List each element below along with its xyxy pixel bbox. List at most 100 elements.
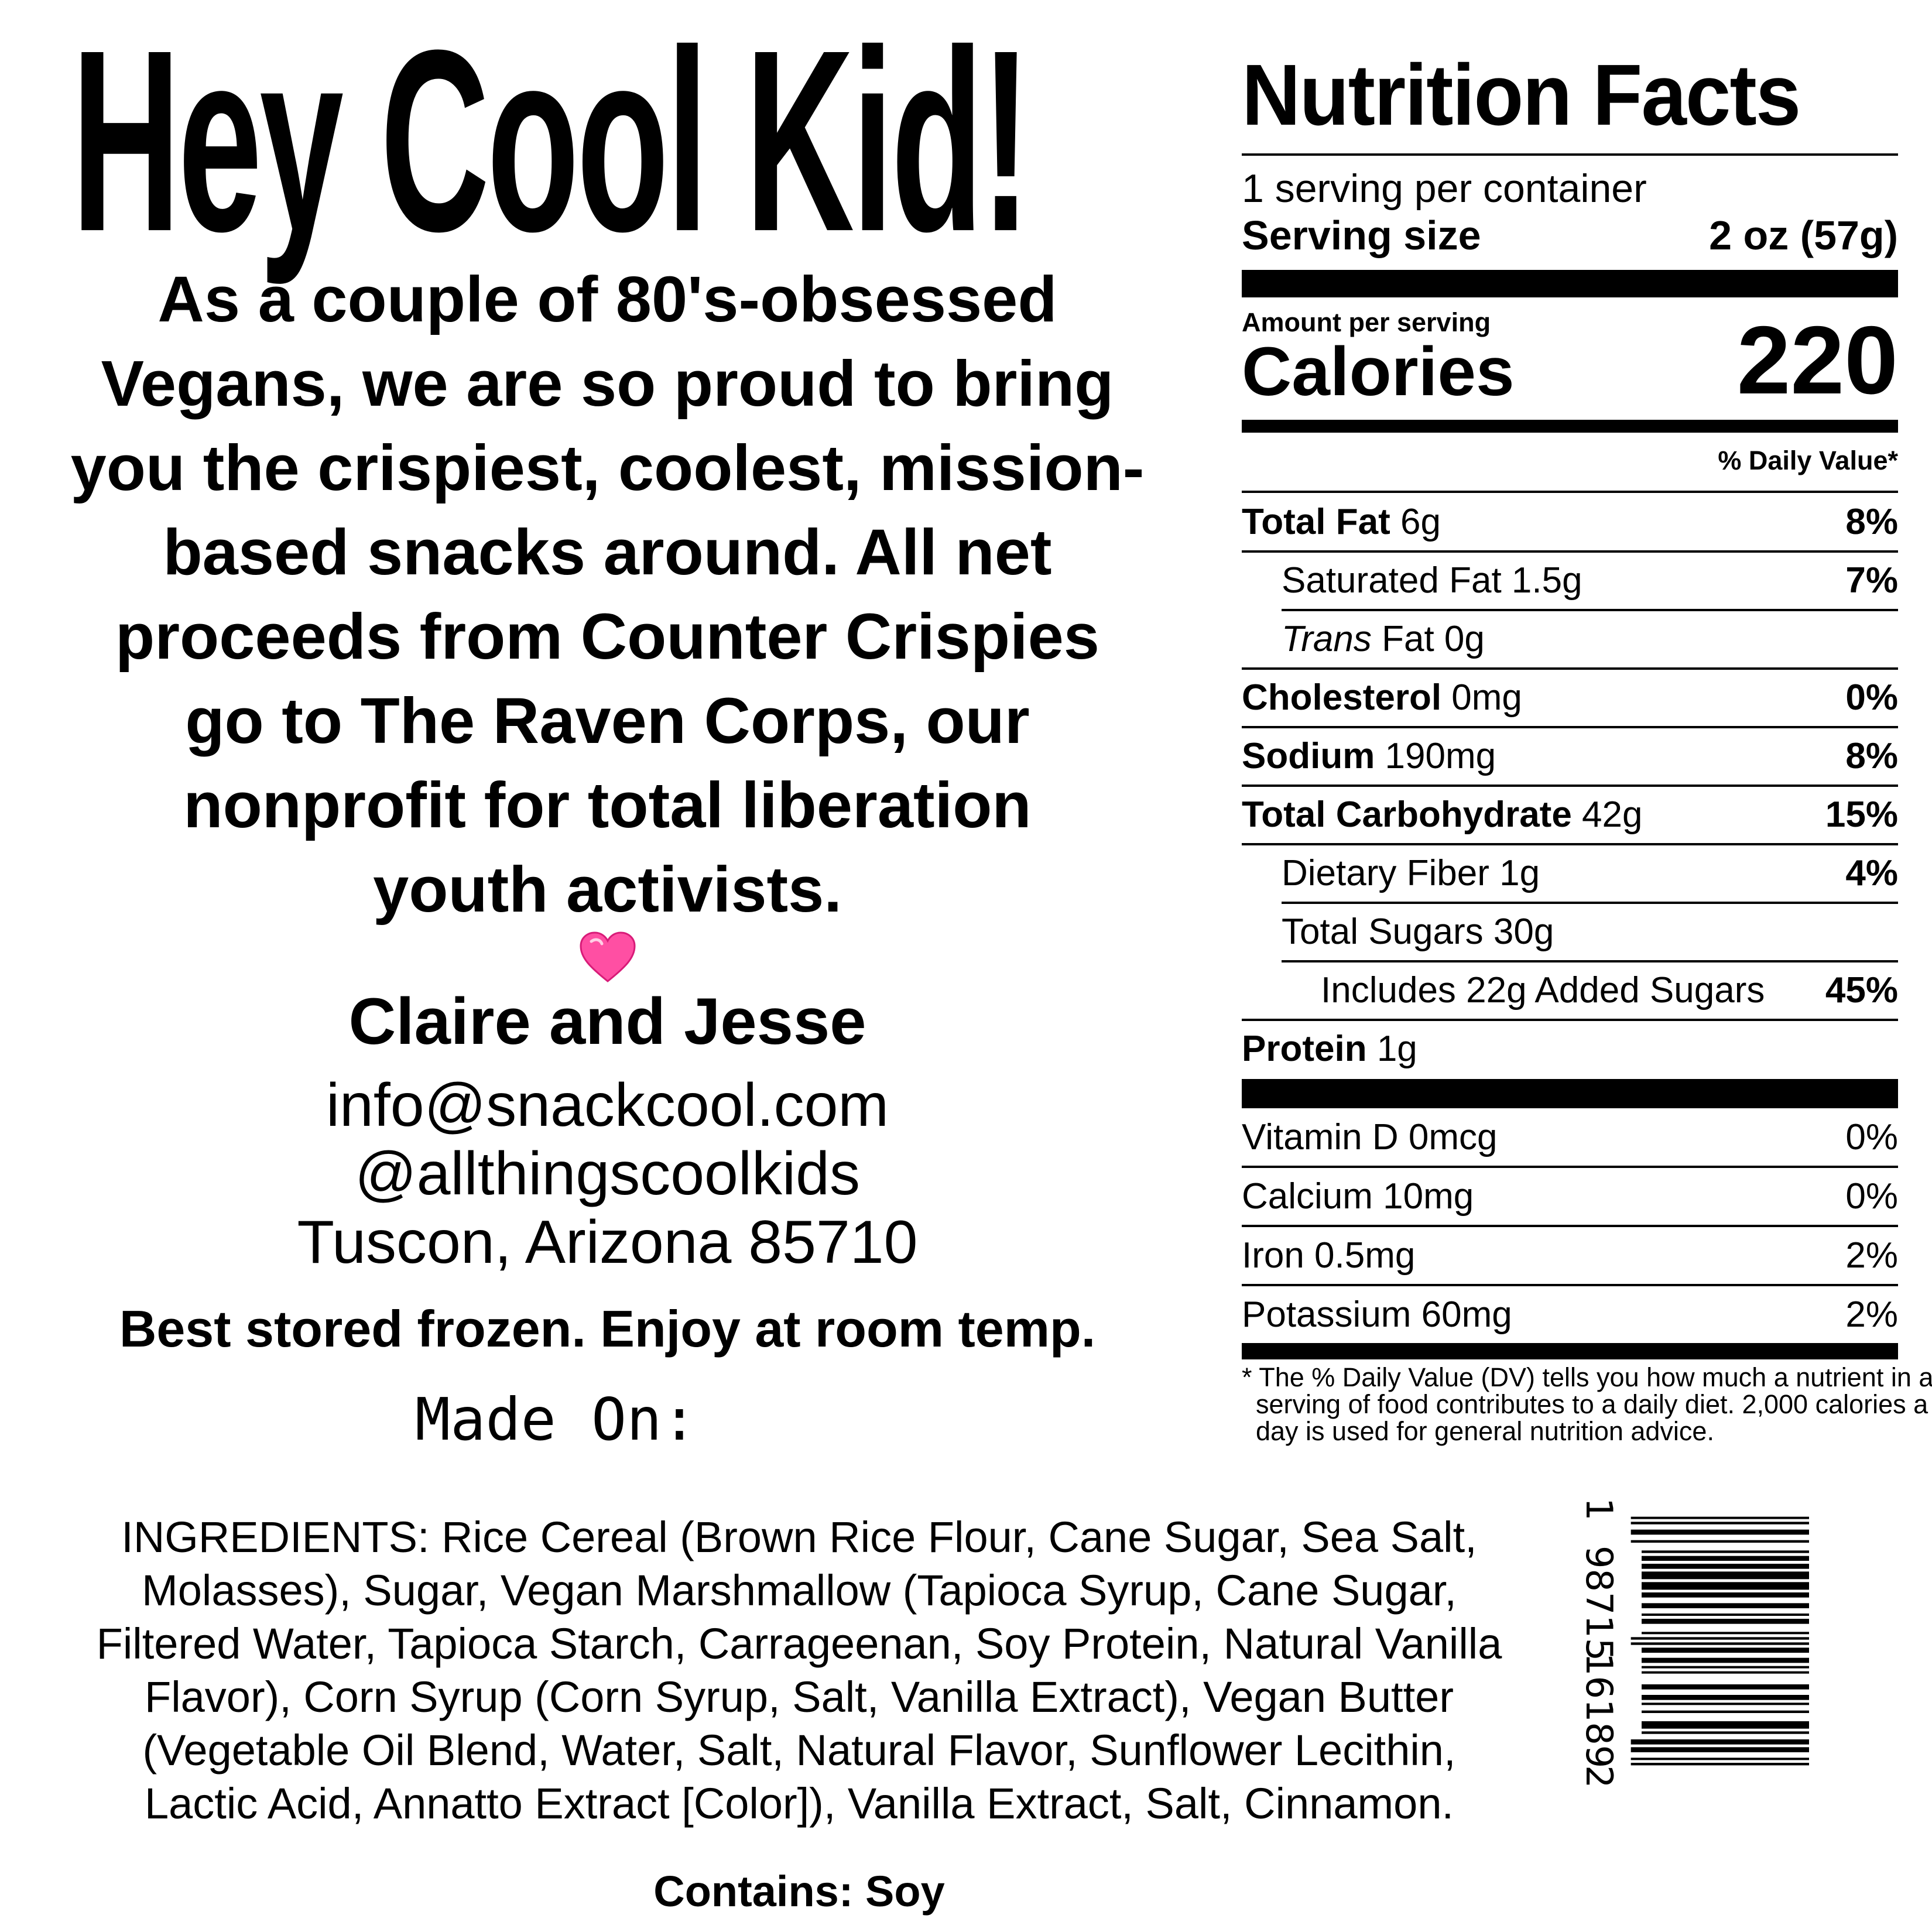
divider: [1282, 609, 1898, 611]
divider: [1242, 153, 1898, 156]
nutrient-label: Sodium: [1242, 736, 1375, 776]
barcode-bar: [1642, 1703, 1809, 1705]
ingredients: INGREDIENTS: Rice Cereal (Brown Rice Flo…: [47, 1510, 1551, 1830]
barcode-bar: [1642, 1710, 1809, 1713]
barcode-bar: [1642, 1550, 1809, 1553]
divider: [1242, 1225, 1898, 1227]
contact-email: info@snackcool.com: [326, 1071, 889, 1139]
nutrient-label: Total Carbohydrate: [1242, 794, 1572, 835]
barcode-bar: [1630, 1747, 1809, 1752]
barcode-bar: [1642, 1632, 1809, 1635]
barcode-bar: [1642, 1671, 1809, 1674]
barcode-bar: [1642, 1657, 1809, 1663]
divider: [1242, 491, 1898, 493]
story-line: nonprofit for total liberation: [183, 769, 1032, 841]
thick-divider: [1242, 1079, 1898, 1108]
story-line: As a couple of 80's-obsessed: [157, 263, 1057, 335]
barcode-bar: [1642, 1731, 1809, 1734]
nutrient-label: Total Sugars 30g: [1282, 912, 1554, 952]
barcode-bar: [1642, 1684, 1809, 1690]
barcode-bar: [1630, 1540, 1809, 1543]
contact-social: @allthingscoolkids: [355, 1140, 860, 1208]
ingredients-line: Molasses), Sugar, Vegan Marshmallow (Tap…: [142, 1566, 1457, 1615]
nutrient-daily-value: 8%: [1845, 502, 1898, 542]
nutrient-daily-value: 7%: [1845, 560, 1898, 601]
nutrient-label: Trans: [1282, 619, 1372, 659]
contact-location: Tuscon, Arizona 85710: [297, 1208, 918, 1276]
nutrient-label: Protein: [1242, 1029, 1367, 1069]
barcode-bar: [1630, 1522, 1809, 1525]
barcode: 1 98715 16189 2: [1575, 1487, 1809, 1788]
vitamin-name: Vitamin D 0mcg: [1242, 1117, 1498, 1157]
medium-divider: [1242, 420, 1898, 433]
ingredients-line: (Vegetable Oil Blend, Water, Salt, Natur…: [142, 1726, 1456, 1775]
calories-value: 220: [1736, 306, 1898, 414]
divider: [1242, 1284, 1898, 1286]
vitamin-row: Calcium 10mg 0%: [1242, 1167, 1898, 1226]
nutrient-daily-value: 4%: [1845, 853, 1898, 893]
divider: [1282, 902, 1898, 904]
divider: [1242, 1166, 1898, 1168]
nutrient-row: Dietary Fiber 1g 4%: [1242, 844, 1898, 903]
story-line: go to The Raven Corps, our: [185, 685, 1030, 757]
divider: [1242, 843, 1898, 845]
barcode-bar: [1642, 1619, 1809, 1624]
nutrient-amount: 190mg: [1375, 736, 1496, 776]
nutrient-amount: 42g: [1571, 794, 1643, 835]
barcode-bar: [1630, 1763, 1809, 1766]
nutrient-amount: 0mg: [1441, 677, 1522, 718]
nutrient-name: Sodium 190mg: [1242, 727, 1496, 786]
nutrient-name: Total Carbohydrate 42g: [1242, 786, 1642, 844]
divider: [1242, 726, 1898, 728]
divider: [1242, 550, 1898, 553]
vitamin-name: Potassium 60mg: [1242, 1294, 1512, 1335]
barcode-bar: [1630, 1739, 1809, 1745]
brand-title: Hey Cool Kid!: [71, 0, 1031, 286]
nutrient-daily-value: 0%: [1845, 677, 1898, 718]
story-line: you the crispiest, coolest, mission-: [70, 432, 1145, 504]
amount-per-serving: Amount per serving: [1242, 307, 1491, 337]
allergen-statement: Contains: Soy: [653, 1867, 945, 1916]
nutrient-label: Dietary Fiber 1g: [1282, 853, 1540, 893]
story-line: youth activists.: [373, 854, 842, 926]
nutrient-name: Total Fat 6g: [1242, 493, 1441, 551]
vitamin-row: Iron 0.5mg 2%: [1242, 1227, 1898, 1285]
barcode-bar: [1630, 1516, 1809, 1519]
nutrient-daily-value: 8%: [1845, 736, 1898, 776]
nutrition-title: Nutrition Facts: [1242, 47, 1801, 143]
footnote-line: serving of food contributes to a daily d…: [1256, 1389, 1928, 1419]
nutrient-row: Total Carbohydrate 42g 15%: [1242, 786, 1898, 844]
barcode-bars: [1630, 1516, 1809, 1766]
made-on-label: Made On:: [415, 1385, 697, 1454]
vitamin-name: Calcium 10mg: [1242, 1176, 1474, 1217]
vitamin-name: Iron 0.5mg: [1242, 1235, 1416, 1276]
vitamin-daily-value: 0%: [1845, 1176, 1898, 1217]
nutrient-row: Saturated Fat 1.5g 7%: [1242, 551, 1898, 610]
nutrient-row: Sodium 190mg 8%: [1242, 727, 1898, 786]
nutrient-name: Trans Fat 0g: [1282, 610, 1485, 669]
nutrient-label: Total Fat: [1242, 502, 1390, 542]
divider: [1242, 785, 1898, 787]
serving-size-label: Serving size: [1242, 213, 1481, 258]
barcode-bar: [1630, 1637, 1809, 1640]
nutrient-amount: 1g: [1366, 1029, 1417, 1069]
barcode-bar: [1642, 1556, 1809, 1561]
barcode-bar: [1630, 1758, 1809, 1760]
ingredients-line: Filtered Water, Tapioca Starch, Carragee…: [96, 1619, 1502, 1668]
vitamin-daily-value: 2%: [1845, 1235, 1898, 1276]
nutrient-amount: 6g: [1390, 502, 1441, 542]
nutrient-amount: Fat 0g: [1371, 619, 1485, 659]
vitamin-row: Potassium 60mg 2%: [1242, 1286, 1898, 1344]
story-line: Vegans, we are so proud to bring: [101, 348, 1114, 420]
medium-divider: [1242, 1343, 1898, 1359]
barcode-bar: [1642, 1647, 1809, 1653]
footnote-line: day is used for general nutrition advice…: [1256, 1416, 1714, 1446]
daily-value-header: % Daily Value*: [1718, 446, 1898, 475]
heart-icon: [0, 931, 1215, 994]
nutrient-label: Includes 22g Added Sugars: [1321, 970, 1765, 1010]
nutrient-name: Saturated Fat 1.5g: [1282, 551, 1582, 610]
serving-size-value: 2 oz (57g): [1709, 213, 1898, 258]
nutrient-row: Total Sugars 30g: [1242, 903, 1898, 961]
barcode-digit: 16189: [1578, 1653, 1621, 1769]
barcode-bar: [1642, 1592, 1809, 1598]
